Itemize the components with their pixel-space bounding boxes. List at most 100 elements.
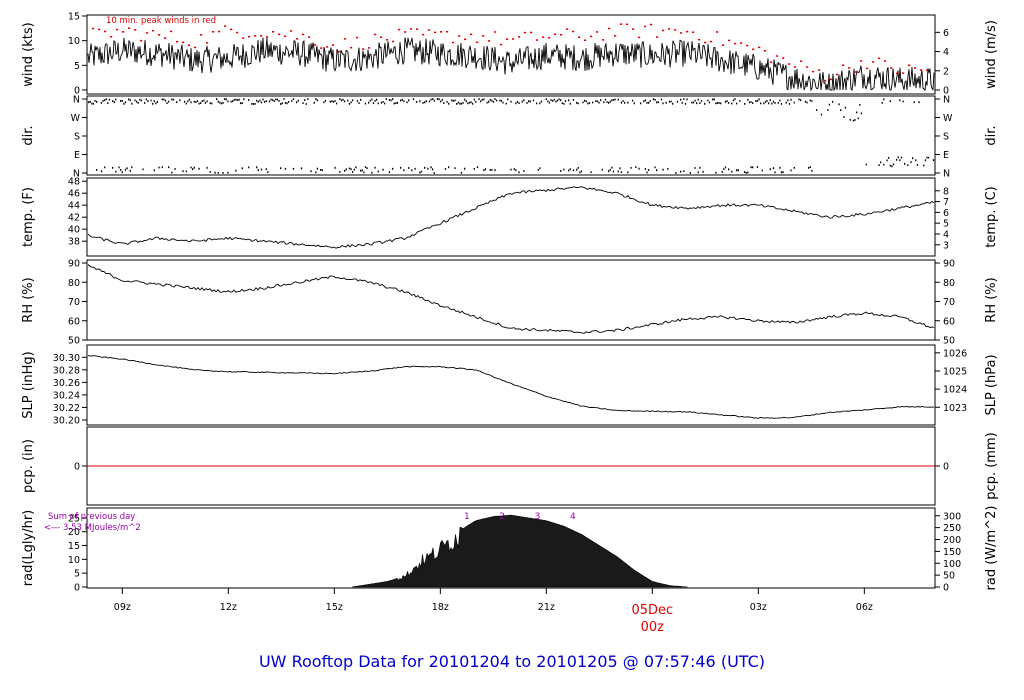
peak-wind-mark: [818, 69, 821, 71]
y-tick-label-right: 300: [943, 511, 961, 522]
y-tick-label: 44: [68, 201, 80, 212]
peak-wind-mark: [242, 37, 245, 39]
peak-wind-mark: [224, 25, 227, 27]
peak-wind-mark: [866, 67, 869, 70]
peak-wind-mark: [902, 72, 905, 74]
peak-wind-mark: [920, 69, 923, 71]
peak-wind-mark: [788, 63, 791, 65]
peak-wind-mark: [170, 30, 173, 33]
rad-hour-mark: 3: [535, 512, 541, 522]
y-tick-label-right: N: [943, 95, 950, 106]
dir-points-other: [816, 100, 935, 168]
panel-dir: dir. dir.N NE ES SW WN N: [21, 95, 999, 180]
peak-wind-mark: [98, 28, 101, 31]
y-tick-label-right: W: [943, 113, 953, 124]
y-tick-label-right: 7: [943, 197, 949, 208]
y-tick-label: 0: [74, 462, 80, 473]
peak-wind-mark: [584, 39, 587, 42]
left-axis-label: temp. (F): [21, 187, 36, 247]
y-tick-label: N: [73, 169, 80, 180]
peak-wind-mark: [506, 38, 509, 40]
right-axis-label: RH (%): [984, 277, 999, 322]
peak-wind-mark: [152, 29, 155, 32]
y-tick-label: 5: [74, 569, 80, 580]
rh-line: [87, 264, 935, 334]
peak-wind-mark: [158, 34, 161, 36]
right-axis-label: rad (W/m^2): [984, 506, 999, 591]
y-tick-label-right: 3: [943, 240, 949, 251]
peak-wind-mark: [104, 30, 107, 33]
peak-wind-mark: [602, 39, 605, 41]
y-tick-label: 40: [68, 225, 80, 236]
peak-wind-mark: [782, 57, 785, 59]
x-tick-label: 12z: [220, 602, 237, 613]
peak-wind-mark: [284, 35, 287, 38]
y-tick-label-right: 0: [943, 462, 949, 473]
y-tick-label-right: N: [943, 169, 950, 180]
panel-rh: RH (%) RH (%) 50 60 70 80 90 50 60 70 80 90: [21, 259, 999, 347]
peak-wind-mark: [128, 27, 131, 29]
y-tick-label: 5: [74, 61, 80, 72]
peak-wind-mark: [860, 60, 863, 62]
right-axis-label: dir.: [984, 125, 999, 145]
x-tick-label: 09z: [114, 602, 131, 613]
peak-wind-mark: [398, 28, 401, 31]
y-tick-label-right: 1026: [943, 348, 967, 359]
wind-line: [87, 37, 935, 92]
peak-wind-mark: [824, 79, 827, 82]
peak-wind-mark: [536, 39, 539, 41]
y-tick-label: S: [74, 132, 80, 143]
peak-wind-mark: [194, 46, 197, 49]
peak-wind-mark: [734, 42, 737, 45]
peak-wind-mark: [884, 60, 887, 62]
peak-wind-mark: [626, 23, 629, 26]
peak-wind-mark: [530, 31, 533, 34]
rad-annotation-line1: Sum of previous day: [48, 512, 135, 522]
peak-wind-mark: [710, 40, 713, 43]
y-tick-label-right: 6: [943, 208, 949, 219]
left-axis-label: wind (kts): [21, 22, 36, 86]
peak-wind-mark: [488, 40, 491, 42]
y-tick-label-right: 1025: [943, 366, 967, 377]
rad-hour-mark: 1: [464, 512, 470, 522]
peak-wind-mark: [290, 30, 293, 32]
y-tick-label: 30.22: [53, 403, 80, 414]
date-sublabel: 00z: [641, 620, 665, 635]
y-tick-label: 50: [68, 336, 80, 347]
left-axis-label: RH (%): [21, 277, 36, 322]
peak-wind-mark: [176, 40, 179, 43]
peak-wind-mark: [764, 50, 767, 52]
peak-wind-mark: [146, 32, 149, 34]
y-tick-label: 46: [68, 189, 80, 200]
y-tick-label-right: 5: [943, 219, 949, 230]
y-tick-label-right: S: [943, 132, 949, 143]
peak-wind-mark: [326, 46, 329, 48]
slp-line: [87, 354, 935, 419]
panel-rad: rad(Lgly/hr) rad (W/m^2)05101520250501001…: [21, 506, 999, 594]
panel-frame: [86, 259, 936, 341]
peak-wind-mark: [476, 41, 479, 43]
peak-wind-mark: [254, 35, 257, 37]
peak-wind-mark: [404, 31, 407, 33]
y-tick-label-right: 100: [943, 559, 961, 570]
peak-wind-mark: [686, 30, 689, 33]
peak-wind-mark: [218, 30, 221, 33]
x-tick-label: 06z: [856, 602, 873, 613]
peak-wind-mark: [704, 41, 707, 44]
peak-wind-mark: [614, 35, 617, 37]
panel-wind: wind (kts) wind (m/s) 0 5 10 15 0 2 4 6 10 min. pe…: [21, 12, 999, 97]
right-axis-label: wind (m/s): [984, 20, 999, 89]
peak-wind-mark: [182, 41, 185, 44]
y-tick-label-right: 1023: [943, 403, 967, 414]
peak-wind-mark: [458, 35, 461, 37]
rad-hour-mark: 4: [570, 512, 576, 522]
peak-wind-mark: [416, 28, 419, 30]
peak-wind-mark: [596, 31, 599, 33]
x-tick-label: 18z: [432, 602, 449, 613]
panel-frame: [86, 344, 936, 426]
peak-wind-mark: [878, 57, 881, 60]
panel-pcp: pcp. (in) pcp. (mm) 0 0: [21, 426, 999, 506]
peak-wind-mark: [560, 33, 563, 36]
peak-wind-mark: [386, 39, 389, 41]
